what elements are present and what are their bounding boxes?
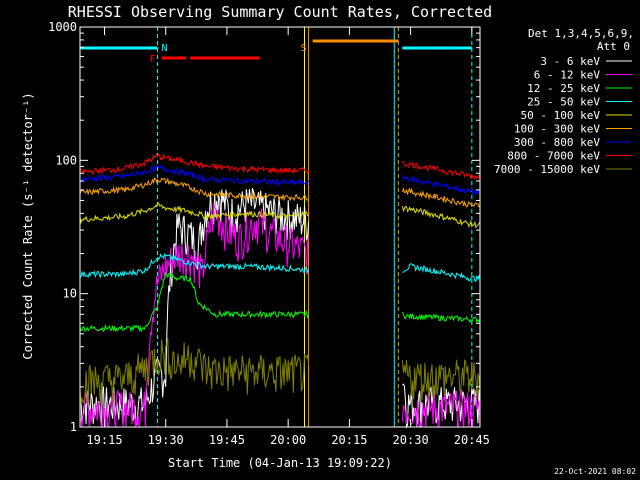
x-tick-label: 20:00	[270, 433, 306, 447]
plot-frame	[79, 26, 481, 428]
series-line-6	[401, 174, 481, 196]
y-axis-label: Corrected Count Rate (s⁻¹ detector⁻¹)	[21, 92, 35, 359]
chart-title: RHESSI Observing Summary Count Rates, Co…	[68, 3, 492, 21]
legend-subtitle: Att 0	[597, 40, 630, 53]
series-line-7	[79, 153, 310, 175]
x-tick-label: 20:30	[393, 433, 429, 447]
series-line-7	[402, 160, 481, 181]
legend-label: 800 - 7000 keV	[507, 150, 600, 163]
series-line-3	[79, 252, 310, 279]
x-tick-label: 20:15	[331, 433, 367, 447]
series-line-8	[79, 337, 310, 406]
x-tick-label: 19:45	[209, 433, 245, 447]
y-tick-label: 1000	[48, 20, 77, 34]
flag-label-s: S	[301, 43, 307, 54]
series-line-2	[79, 271, 310, 333]
legend-title: Det 1,3,4,5,6,9,	[528, 27, 634, 40]
series-line-8	[401, 359, 481, 401]
legend-label: 100 - 300 keV	[514, 123, 600, 136]
flag-label-f: F	[150, 54, 156, 65]
legend-label: 3 - 6 keV	[540, 55, 600, 68]
series-line-1	[79, 202, 310, 428]
timestamp: 22-Oct-2021 08:02	[554, 467, 636, 476]
series-line-1	[401, 389, 481, 429]
series-line-5	[79, 177, 309, 202]
series-line-4	[79, 201, 309, 225]
y-tick-label: 1	[70, 420, 77, 434]
series-line-0	[79, 188, 310, 426]
x-tick-label: 19:30	[148, 433, 184, 447]
y-tick-label: 100	[55, 153, 77, 167]
legend-label: 25 - 50 keV	[527, 96, 600, 109]
x-tick-label: 20:45	[454, 433, 490, 447]
series-line-3	[402, 263, 481, 282]
legend-label: 300 - 800 keV	[514, 136, 600, 149]
legend-label: 12 - 25 keV	[527, 82, 600, 95]
series-line-6	[79, 164, 310, 187]
series-line-5	[401, 186, 481, 208]
series-line-4	[401, 205, 481, 229]
legend-label: 7000 - 15000 keV	[494, 163, 600, 176]
flag-label-n: N	[162, 43, 168, 54]
x-axis-label: Start Time (04-Jan-13 19:09:22)	[168, 456, 392, 470]
legend-label: 50 - 100 keV	[521, 109, 601, 122]
y-tick-label: 10	[63, 287, 77, 301]
x-tick-label: 19:15	[86, 433, 122, 447]
series-line-2	[401, 311, 481, 324]
legend-label: 6 - 12 keV	[534, 69, 601, 82]
